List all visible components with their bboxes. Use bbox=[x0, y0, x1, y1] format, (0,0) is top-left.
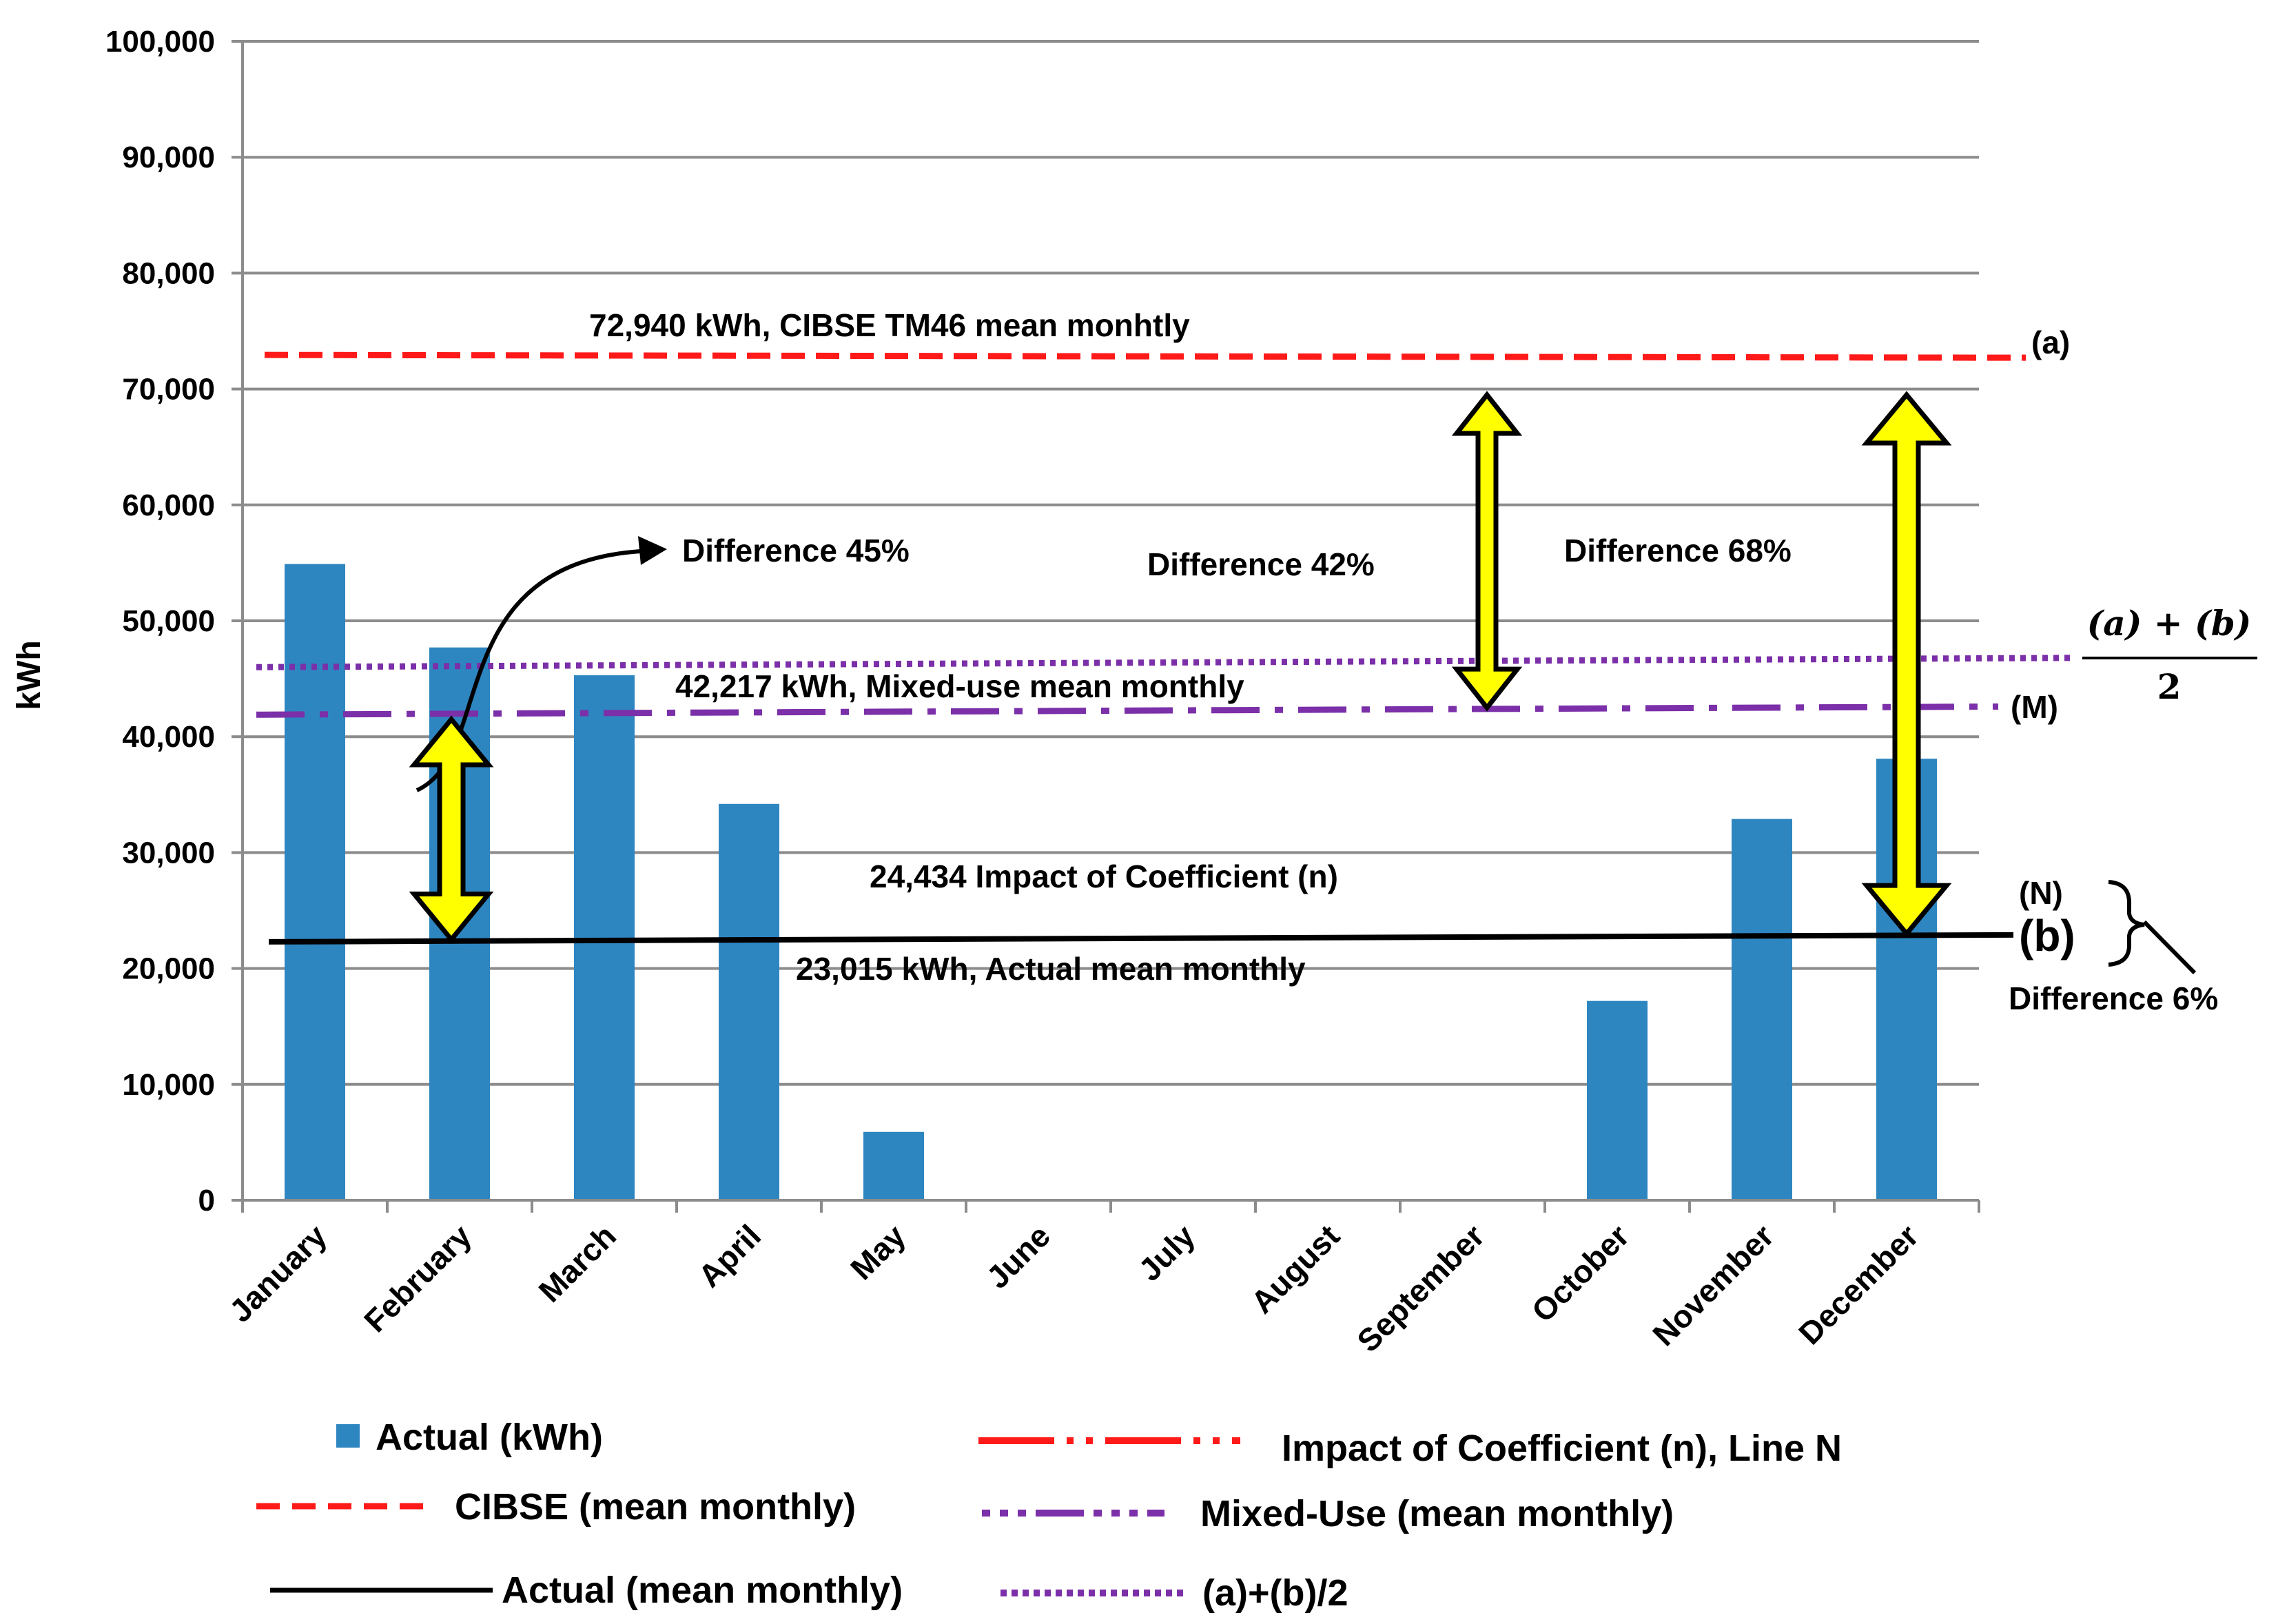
bar-january bbox=[285, 564, 345, 1200]
x-tick-label: November bbox=[1645, 1217, 1781, 1353]
y-tick-label: 30,000 bbox=[122, 836, 215, 870]
x-tick-label: August bbox=[1244, 1217, 1346, 1320]
y-axis-label: kWh bbox=[11, 640, 48, 710]
x-tick-labels: January February March April May June July Augu… bbox=[223, 1217, 1926, 1359]
x-tick-label: December bbox=[1792, 1217, 1925, 1351]
difference-68-label: Difference 68% bbox=[1564, 533, 1792, 568]
x-tick-label: September bbox=[1350, 1217, 1491, 1359]
bar-october bbox=[1587, 1000, 1648, 1200]
label-b: (b) bbox=[2019, 911, 2075, 960]
y-tick-label: 10,000 bbox=[122, 1068, 215, 1102]
x-tick-label: May bbox=[843, 1217, 912, 1286]
fraction-numerator: (a) + (b) bbox=[2087, 603, 2252, 644]
x-tick-label: January bbox=[223, 1217, 334, 1329]
legend-label-cibse: CIBSE (mean monthly) bbox=[455, 1486, 856, 1528]
arrow-september bbox=[1451, 391, 1523, 712]
bar-april bbox=[719, 803, 779, 1200]
difference-45-pointer-head bbox=[638, 536, 667, 565]
legend-swatch-actual bbox=[336, 1424, 360, 1448]
x-tick-label: June bbox=[979, 1217, 1057, 1295]
legend-label-actual-mean: Actual (mean monthly) bbox=[502, 1570, 903, 1611]
line-mixed bbox=[256, 703, 1999, 718]
legend-label-avg: (a)+(b)/2 bbox=[1202, 1572, 1348, 1614]
fraction-denominator: 2 bbox=[2157, 666, 2182, 707]
line-avg bbox=[256, 655, 2071, 670]
bar-may bbox=[863, 1131, 924, 1200]
y-tick-labels: 0 10,000 20,000 30,000 40,000 50,000 60,000 70,… bbox=[105, 25, 215, 1217]
y-tick-label: 90,000 bbox=[122, 141, 215, 174]
actual-annotation: 23,015 kWh, Actual mean monthly bbox=[796, 951, 1306, 987]
legend: Actual (kWh) CIBSE (mean monthly) Actual… bbox=[256, 1417, 1842, 1614]
difference-45-label: Difference 45% bbox=[682, 533, 910, 568]
label-n: (N) bbox=[2019, 875, 2063, 911]
difference-42-label: Difference 42% bbox=[1147, 546, 1375, 582]
difference-arrows bbox=[409, 391, 1952, 944]
legend-label-actual: Actual (kWh) bbox=[376, 1417, 603, 1458]
difference-6-label: Difference 6% bbox=[2009, 980, 2218, 1016]
mixed-annotation: 42,217 kWh, Mixed-use mean monthly bbox=[675, 668, 1244, 704]
axes bbox=[241, 41, 1980, 1213]
y-tick-label: 40,000 bbox=[122, 720, 215, 754]
y-tick-label: 50,000 bbox=[122, 604, 215, 638]
y-tick-label: 70,000 bbox=[122, 373, 215, 407]
difference-brace bbox=[2108, 880, 2145, 967]
label-a: (a) bbox=[2031, 325, 2070, 360]
label-m: (M) bbox=[2011, 689, 2058, 725]
legend-label-impact: Impact of Coefficient (n), Line N bbox=[1282, 1428, 1842, 1469]
line-actual bbox=[268, 932, 2014, 945]
arrow-february bbox=[409, 715, 494, 944]
line-cibse bbox=[264, 351, 2026, 361]
impact-annotation: 24,434 Impact of Coefficient (n) bbox=[870, 859, 1338, 894]
x-tick-label: October bbox=[1525, 1217, 1636, 1329]
bar-november bbox=[1732, 819, 1792, 1200]
gridlines bbox=[232, 40, 1979, 1202]
y-tick-label: 0 bbox=[198, 1184, 215, 1217]
x-tick-label: February bbox=[357, 1217, 478, 1339]
legend-label-mixed: Mixed-Use (mean monthly) bbox=[1200, 1493, 1674, 1534]
reference-lines bbox=[256, 351, 2071, 945]
cibse-annotation: 72,940 kWh, CIBSE TM46 mean monhtly bbox=[589, 307, 1190, 343]
y-tick-label: 80,000 bbox=[122, 256, 215, 290]
y-tick-label: 100,000 bbox=[105, 25, 215, 59]
y-tick-label: 60,000 bbox=[122, 489, 215, 522]
x-tick-label: March bbox=[531, 1217, 623, 1309]
arrow-december bbox=[1861, 391, 1952, 938]
y-tick-label: 20,000 bbox=[122, 952, 215, 986]
x-tick-label: July bbox=[1131, 1217, 1202, 1288]
difference-6-pointer bbox=[2142, 920, 2197, 975]
x-tick-label: April bbox=[691, 1217, 768, 1294]
